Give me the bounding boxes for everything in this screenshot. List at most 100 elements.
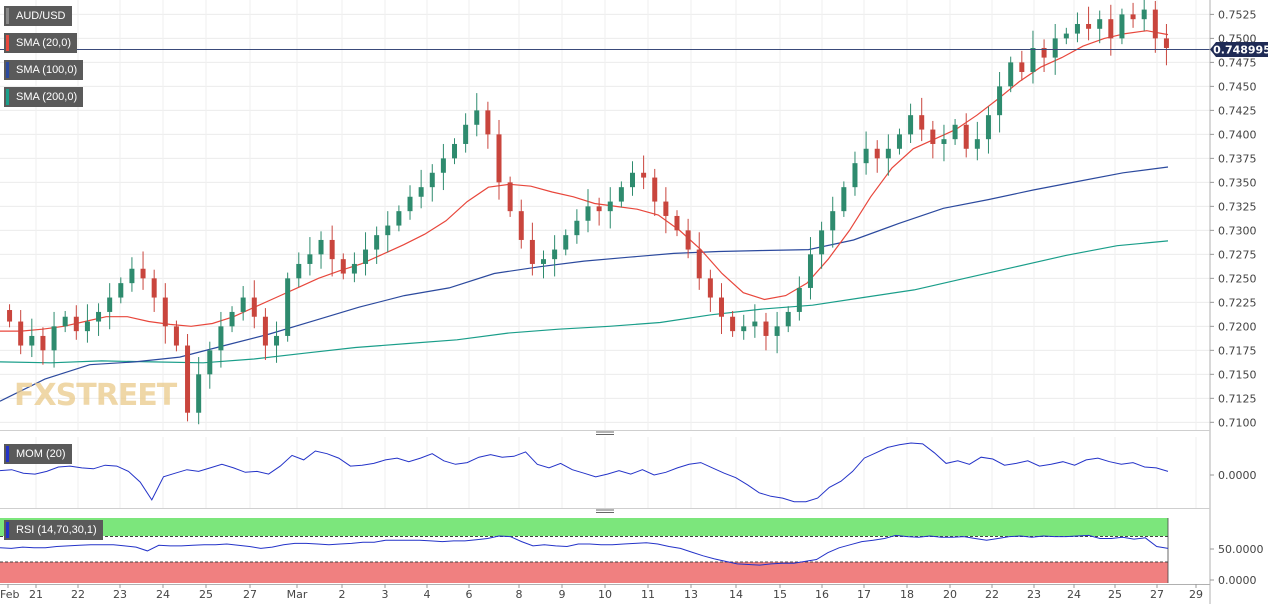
price-axis-ticks: 0.75250.75000.74750.74500.74250.74000.73… <box>1210 8 1257 429</box>
candle-bearish <box>1019 62 1025 72</box>
candle-bearish <box>696 249 702 279</box>
legend-rsi[interactable]: RSI (14,70,30,1) <box>4 520 103 540</box>
candle-bullish <box>385 225 391 236</box>
price-grid <box>0 0 1210 430</box>
candle-bullish <box>618 187 624 202</box>
candle-bullish <box>1119 14 1125 39</box>
rsi-path <box>0 534 1169 566</box>
candle-bearish <box>1152 9 1158 39</box>
x-tick-label: 24 <box>1067 588 1081 601</box>
price-tick-label: 0.7225 <box>1218 296 1257 309</box>
candle-bullish <box>107 297 113 312</box>
candle-bearish <box>1108 19 1114 39</box>
price-tick-label: 0.7175 <box>1218 344 1257 357</box>
price-tick-label: 0.7325 <box>1218 200 1257 213</box>
pane-resize-handle-1[interactable] <box>596 431 614 435</box>
candle-bullish <box>607 201 613 212</box>
candle-bullish <box>1141 9 1147 20</box>
legend-sma20[interactable]: SMA (20,0) <box>4 33 78 53</box>
candle-bullish <box>218 326 224 351</box>
price-tick-label: 0.7275 <box>1218 248 1257 261</box>
sma100-swatch <box>6 62 9 78</box>
candle-bullish <box>429 172 435 188</box>
rsi-axis-ticks: 50.0000 0.0000 <box>1210 543 1264 587</box>
candle-bearish <box>485 110 491 135</box>
candle-bullish <box>541 259 547 264</box>
candle-bullish <box>807 254 813 288</box>
x-tick-label: 27 <box>243 588 257 601</box>
candle-bullish <box>941 139 947 144</box>
candle-bearish <box>173 326 179 346</box>
candle-bearish <box>1041 47 1047 58</box>
candle-bearish <box>7 310 13 322</box>
candle-bullish <box>196 374 202 413</box>
x-tick-label: 23 <box>1027 588 1041 601</box>
rsi-oversold-zone <box>0 562 1168 583</box>
candle-bullish <box>552 249 558 260</box>
sma100-line <box>0 166 1169 402</box>
candle-bullish <box>96 311 102 322</box>
x-tick-label: 25 <box>199 588 213 601</box>
legend-sma200[interactable]: SMA (200,0) <box>4 87 84 107</box>
rsi-tick-label: 0.0000 <box>1218 574 1257 587</box>
x-tick-label: Mar <box>287 588 308 601</box>
price-tick-label: 0.7200 <box>1218 320 1257 333</box>
x-tick-label: 2 <box>339 588 346 601</box>
x-tick-label: 18 <box>900 588 914 601</box>
candle-bullish <box>830 211 836 231</box>
legend-pair-label: AUD/USD <box>16 10 66 22</box>
candle-bullish <box>396 211 402 226</box>
pane-resize-handle-2[interactable] <box>596 509 614 513</box>
legend-mom[interactable]: MOM (20) <box>4 444 72 464</box>
candle-bearish <box>596 206 602 212</box>
candle-bearish <box>1163 38 1169 48</box>
candle-bullish <box>452 143 458 159</box>
legend-sma200-label: SMA (200,0) <box>16 91 78 103</box>
candle-bullish <box>1052 38 1058 58</box>
candle-bullish <box>774 326 780 336</box>
candle-bullish <box>440 158 446 173</box>
sma200-line <box>0 240 1169 364</box>
sma20-line <box>0 30 1169 332</box>
price-tick-label: 0.7450 <box>1218 80 1257 93</box>
candle-bullish <box>296 263 302 279</box>
candle-bearish <box>730 316 736 332</box>
x-tick-label: 13 <box>684 588 698 601</box>
legend-sma20-label: SMA (20,0) <box>16 37 72 49</box>
x-tick-label: 24 <box>156 588 170 601</box>
rsi-swatch <box>6 522 9 538</box>
candle-bearish <box>963 124 969 149</box>
x-tick-label: 17 <box>857 588 871 601</box>
x-tick-label: 14 <box>729 588 743 601</box>
price-tick-label: 0.7375 <box>1218 152 1257 165</box>
candle-bearish <box>262 316 268 346</box>
mom-line <box>0 442 1169 503</box>
candle-bullish <box>1008 62 1014 87</box>
candle-bearish <box>496 134 502 183</box>
price-tick-label: 0.7425 <box>1218 104 1257 117</box>
candle-bullish <box>985 115 991 140</box>
legend-sma100[interactable]: SMA (100,0) <box>4 60 84 80</box>
price-tick-label: 0.7400 <box>1218 128 1257 141</box>
mom-grid <box>35 437 1197 508</box>
x-tick-label: Feb <box>0 588 19 601</box>
rsi-tick-label: 50.0000 <box>1218 543 1264 556</box>
legend-pair[interactable]: AUD/USD <box>4 6 72 26</box>
sma200-path <box>0 240 1169 364</box>
candle-bearish <box>340 259 346 274</box>
candle-bullish <box>741 326 747 332</box>
price-tick-label: 0.7250 <box>1218 272 1257 285</box>
candle-bullish <box>997 86 1003 116</box>
candle-bullish <box>1030 47 1036 72</box>
x-tick-label: 22 <box>71 588 85 601</box>
candle-bullish <box>629 172 635 188</box>
candle-bullish <box>274 335 280 346</box>
candle-bearish <box>919 115 925 130</box>
candle-bullish <box>796 287 802 312</box>
price-tick-label: 0.7100 <box>1218 416 1257 429</box>
candle-bearish <box>663 201 669 216</box>
x-axis-ticks: Feb 21 22 23 24 25 27 Mar 2 3 4 6 8 9 10 11 13 14 15 16 17 18… <box>0 584 1203 601</box>
candle-bullish <box>129 268 135 284</box>
candle-bearish <box>874 148 880 159</box>
